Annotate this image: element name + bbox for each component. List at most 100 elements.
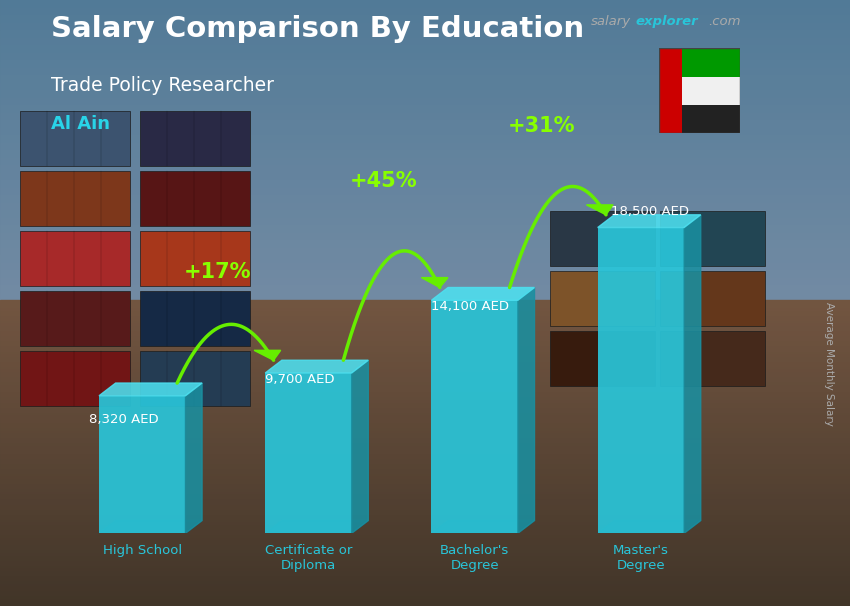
Bar (0, 307, 850, 308)
Bar (140, 351, 250, 406)
Bar (0, 521, 850, 522)
Bar (0, 252, 850, 253)
Bar (0, 207, 850, 208)
Bar (0, 564, 850, 565)
Bar (0, 523, 850, 524)
Bar (0, 329, 850, 330)
Polygon shape (352, 360, 368, 533)
Bar (0, 44, 850, 45)
Bar (0, 546, 850, 547)
Bar (0, 1, 850, 2)
Bar (0, 325, 850, 326)
Bar (0, 451, 850, 452)
Bar (0, 302, 850, 303)
Bar (0, 566, 850, 567)
Bar (0, 196, 850, 197)
Bar (0, 354, 850, 355)
Bar (0, 547, 850, 548)
Bar (0, 211, 850, 212)
Bar (0, 435, 850, 436)
Bar (0, 454, 850, 455)
Bar (0, 63, 850, 64)
Bar (0, 471, 850, 472)
Bar (0, 103, 850, 104)
Bar (20, 231, 130, 286)
Bar (0, 114, 850, 115)
Bar (0, 437, 850, 438)
Bar (0, 72, 850, 73)
Bar (0, 35, 850, 36)
Bar (0, 335, 850, 336)
Bar (0, 306, 850, 307)
Bar (0, 512, 850, 513)
Bar (0, 93, 850, 94)
Bar (0, 446, 850, 447)
Bar (0, 102, 850, 103)
Bar (0, 276, 850, 277)
Bar (0, 179, 850, 180)
Bar (0, 104, 850, 105)
Bar (0, 188, 850, 189)
Bar (0, 240, 850, 241)
Bar (0, 105, 850, 106)
Bar (0, 22, 850, 23)
Bar (0, 406, 850, 407)
Bar (0, 219, 850, 220)
Bar (0, 97, 850, 98)
Bar (0, 389, 850, 390)
Bar (0, 176, 850, 177)
Bar (0, 485, 850, 486)
Bar (0, 400, 850, 401)
Bar (0, 110, 850, 111)
Bar (0, 215, 850, 216)
Bar (0, 514, 850, 515)
Bar (0, 23, 850, 24)
Bar (0, 411, 850, 412)
Bar (0, 208, 850, 209)
Bar (0, 157, 850, 158)
Bar (0, 379, 850, 380)
Bar (0, 116, 850, 117)
Bar (0, 200, 850, 201)
Bar (0, 434, 850, 435)
Bar (0, 122, 850, 123)
Bar (0, 314, 850, 315)
Bar (0, 367, 850, 368)
Bar (0, 407, 850, 408)
Bar (0, 338, 850, 339)
Bar (0, 421, 850, 422)
Bar (0, 479, 850, 480)
Bar (0, 433, 850, 434)
Bar (0, 256, 850, 257)
Bar (0, 543, 850, 544)
Bar (0, 363, 850, 364)
Bar (0, 20, 850, 21)
Bar (0, 190, 850, 191)
Bar (0, 499, 850, 500)
Bar (0, 463, 850, 464)
Bar (0, 81, 850, 82)
Bar (0, 159, 850, 160)
Polygon shape (422, 278, 448, 287)
Bar (0, 290, 850, 291)
Bar (0, 419, 850, 420)
Bar (0, 61, 850, 62)
Bar (0, 562, 850, 563)
Bar (0, 464, 850, 465)
Bar (0, 368, 850, 369)
Bar (0, 536, 850, 537)
Bar (0, 308, 850, 309)
Bar (0, 210, 850, 211)
Bar (0, 233, 850, 234)
Bar (0, 271, 850, 272)
Bar (0, 530, 850, 531)
Bar (0, 328, 850, 329)
Bar (0, 319, 850, 320)
Bar (0, 66, 850, 67)
Bar (0, 462, 850, 463)
Bar (0, 579, 850, 580)
Bar (0, 168, 850, 169)
Bar (0, 144, 850, 145)
Bar (0, 552, 850, 553)
Bar (0, 574, 850, 575)
